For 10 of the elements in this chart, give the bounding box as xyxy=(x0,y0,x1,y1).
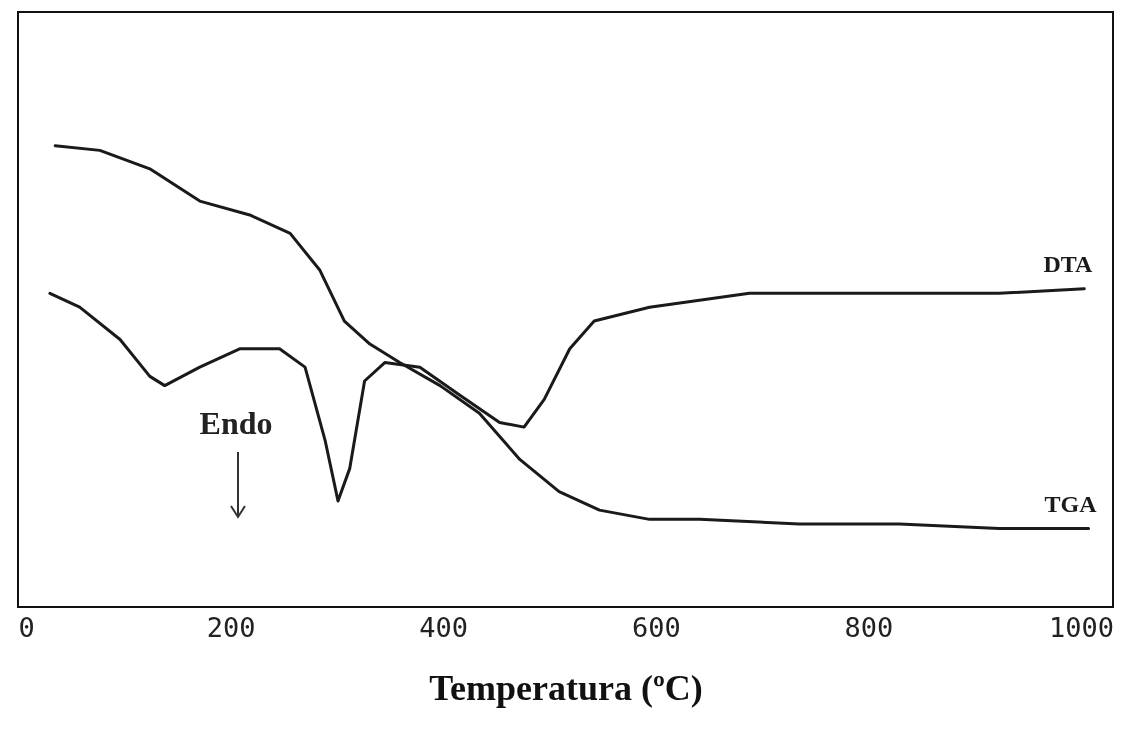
x-tick-label: 800 xyxy=(844,611,894,643)
series-label: DTA xyxy=(1043,250,1093,277)
x-tick-label: 0 xyxy=(18,611,35,643)
x-tick-label: 200 xyxy=(206,611,256,643)
series-label: TGA xyxy=(1044,490,1098,517)
x-axis-title: Temperatura (ºC) xyxy=(429,667,703,708)
x-tick-label: 400 xyxy=(419,611,469,643)
x-tick-label: 1000 xyxy=(1049,611,1115,643)
x-tick-label: 600 xyxy=(631,611,681,643)
annotation: Endo xyxy=(199,405,273,441)
